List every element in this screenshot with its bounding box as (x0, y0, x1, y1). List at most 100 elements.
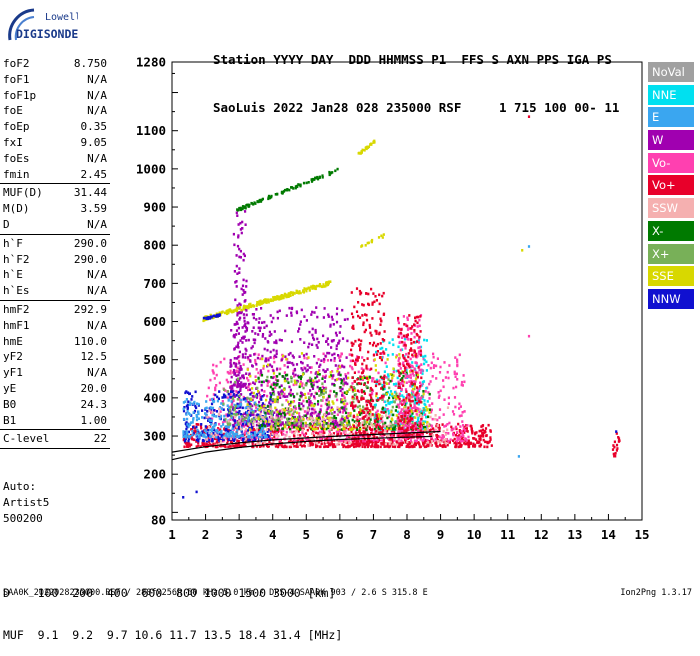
echo-point (285, 430, 288, 434)
echo-point (289, 394, 292, 397)
echo-point (338, 428, 342, 431)
echo-point (411, 355, 415, 358)
echo-point (382, 439, 385, 442)
echo-point (285, 407, 289, 410)
echo-point (427, 424, 431, 428)
echo-point (474, 438, 478, 441)
echo-point (227, 399, 230, 402)
echo-point (275, 432, 278, 435)
echo-point (332, 437, 335, 440)
echo-point (313, 423, 316, 427)
echo-point (478, 429, 481, 433)
echo-point (408, 393, 411, 397)
echo-point (199, 433, 202, 437)
echo-point (233, 348, 236, 351)
echo-point (398, 441, 401, 445)
echo-point (239, 208, 243, 212)
echo-point (384, 408, 387, 411)
echo-point (409, 415, 412, 418)
echo-point (245, 416, 248, 420)
echo-point (344, 375, 348, 378)
echo-point (375, 419, 378, 423)
echo-point (379, 445, 382, 449)
echo-point (309, 394, 313, 397)
echo-point (207, 386, 210, 390)
echo-point (408, 445, 412, 449)
echo-point (273, 400, 276, 404)
echo-point (305, 288, 308, 291)
echo-point (424, 354, 427, 358)
echo-point (235, 254, 238, 257)
echo-point (215, 410, 219, 413)
echo-point (284, 355, 287, 358)
echo-point (230, 403, 233, 407)
echo-point (318, 175, 321, 179)
echo-point (306, 428, 309, 432)
echo-point (256, 442, 259, 446)
echo-point (239, 221, 242, 225)
echo-point (335, 395, 338, 398)
echo-point (287, 295, 290, 298)
echo-point (376, 342, 379, 346)
echo-point (473, 445, 476, 448)
echo-point (282, 296, 285, 300)
echo-point (362, 405, 365, 409)
echo-point (343, 406, 346, 409)
echo-point (405, 396, 408, 400)
echo-point (403, 407, 406, 411)
echo-point (360, 395, 363, 398)
echo-point (461, 439, 464, 443)
echo-point (227, 311, 230, 315)
echo-point (300, 352, 304, 355)
echo-point (336, 443, 339, 446)
echo-point (297, 438, 300, 441)
echo-point (453, 396, 457, 399)
echo-point (345, 377, 348, 380)
echo-point (339, 389, 342, 393)
echo-point (244, 412, 248, 416)
echo-point (457, 422, 460, 426)
echo-point (420, 416, 424, 420)
echo-point (411, 425, 414, 428)
echo-point (405, 368, 408, 372)
echo-point (365, 364, 368, 368)
echo-point (295, 381, 298, 384)
param-value: N/A (87, 88, 107, 102)
echo-point (429, 440, 432, 444)
echo-point (325, 409, 328, 412)
echo-point (242, 439, 245, 443)
echo-point (307, 345, 310, 349)
echo-point (251, 429, 254, 432)
echo-point (331, 353, 334, 357)
echo-point (336, 413, 339, 416)
echo-point (297, 418, 300, 422)
echo-point (415, 361, 418, 365)
echo-point (310, 440, 313, 444)
echo-point (375, 378, 378, 382)
echo-point (447, 396, 450, 400)
echo-point (416, 354, 419, 358)
echo-point (411, 361, 414, 364)
echo-point (291, 442, 294, 445)
echo-point (357, 440, 360, 443)
echo-point (294, 429, 297, 433)
echo-point (200, 426, 203, 430)
echo-point (211, 417, 214, 421)
echo-point (442, 435, 445, 438)
echo-point (422, 437, 426, 441)
echo-point (336, 430, 339, 433)
echo-point (366, 418, 369, 422)
echo-point (361, 409, 364, 413)
echo-point (257, 321, 261, 324)
echo-point (316, 371, 319, 374)
echo-point (364, 445, 367, 449)
echo-point (251, 345, 254, 348)
echo-point (273, 426, 276, 429)
echo-point (332, 339, 335, 342)
echo-point (251, 330, 254, 333)
echo-point (234, 413, 237, 417)
echo-point (316, 385, 319, 389)
echo-point (242, 252, 245, 256)
separator (0, 429, 110, 431)
echo-point (369, 410, 372, 414)
